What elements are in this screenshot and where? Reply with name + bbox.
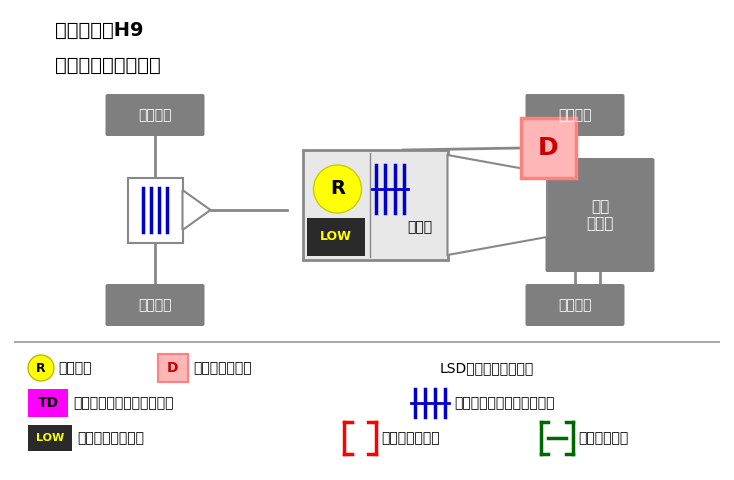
Polygon shape (183, 190, 211, 230)
Text: TD: TD (37, 396, 59, 410)
Text: 电子辅助: 电子辅助 (559, 108, 592, 122)
FancyBboxPatch shape (307, 218, 365, 256)
Text: LSD：机械限滑差速器: LSD：机械限滑差速器 (440, 361, 534, 375)
Polygon shape (448, 155, 547, 255)
FancyBboxPatch shape (128, 178, 183, 242)
Circle shape (313, 165, 362, 213)
Text: 电子辅助: 电子辅助 (559, 298, 592, 312)
Text: 电子辅助: 电子辅助 (138, 108, 172, 122)
Text: 车型：哈弗H9: 车型：哈弗H9 (55, 21, 144, 39)
FancyBboxPatch shape (545, 158, 655, 272)
Text: ：托森扭力感应自锁差速器: ：托森扭力感应自锁差速器 (73, 396, 173, 410)
Text: R: R (330, 180, 345, 199)
Text: ：牙嵌式差速锁: ：牙嵌式差速锁 (381, 431, 440, 445)
Text: LOW: LOW (36, 433, 64, 443)
Text: ：分动箱: ：分动箱 (58, 361, 92, 375)
Text: LOW: LOW (319, 230, 352, 243)
FancyBboxPatch shape (28, 389, 68, 417)
Circle shape (28, 355, 54, 381)
FancyBboxPatch shape (28, 425, 72, 451)
Text: ：多片离合器式限滑差速器: ：多片离合器式限滑差速器 (454, 396, 554, 410)
Text: ：开放式差速器: ：开放式差速器 (193, 361, 252, 375)
FancyBboxPatch shape (526, 94, 625, 136)
Text: 四驱形式：适时四驱: 四驱形式：适时四驱 (55, 56, 161, 74)
FancyBboxPatch shape (520, 118, 575, 178)
Text: 纵置
发动机: 纵置 发动机 (586, 199, 614, 231)
FancyBboxPatch shape (526, 284, 625, 326)
Text: 变速箱: 变速箱 (407, 220, 432, 234)
Text: R: R (36, 361, 46, 374)
Text: ：粘性联轴节: ：粘性联轴节 (578, 431, 628, 445)
Text: ：低速扭矩放大挡: ：低速扭矩放大挡 (77, 431, 144, 445)
FancyBboxPatch shape (106, 284, 205, 326)
FancyBboxPatch shape (106, 94, 205, 136)
FancyBboxPatch shape (158, 354, 188, 382)
Text: D: D (167, 361, 179, 375)
Text: 电子辅助: 电子辅助 (138, 298, 172, 312)
FancyBboxPatch shape (302, 150, 448, 260)
Text: D: D (538, 136, 559, 160)
